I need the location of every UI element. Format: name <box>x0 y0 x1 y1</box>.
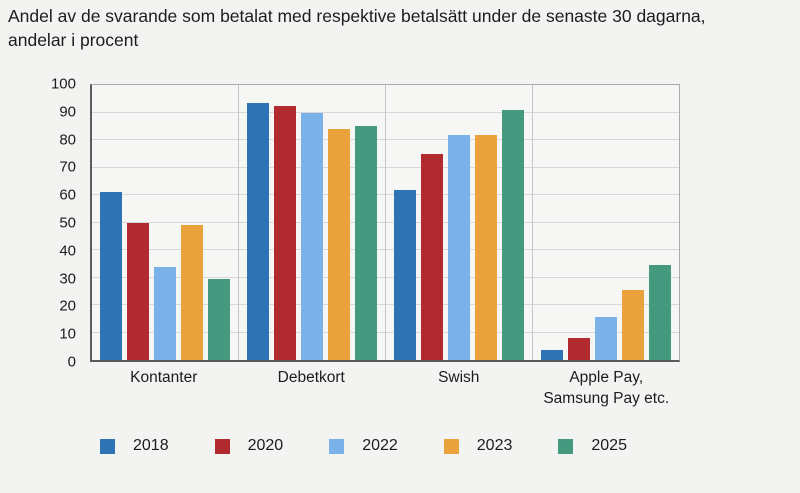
y-tick-label: 10 <box>59 325 76 343</box>
bar-2023 <box>475 134 497 360</box>
y-tick-label: 30 <box>59 270 76 288</box>
bar-2025 <box>208 278 230 360</box>
legend-label: 2018 <box>133 437 169 454</box>
bar-2018 <box>394 189 416 360</box>
bar-2018 <box>100 192 122 360</box>
x-category-label: Debetkort <box>277 369 345 386</box>
legend-label: 2020 <box>247 437 284 454</box>
bar-2020 <box>568 338 590 360</box>
bar-2018 <box>247 102 269 360</box>
bar-2022 <box>301 112 323 360</box>
category-group <box>92 85 239 360</box>
x-axis-labels: Kontanter Debetkort Swish Apple Pay, Samsun… <box>90 368 680 410</box>
category-group <box>239 85 386 360</box>
bar-2022 <box>448 134 470 360</box>
category-group <box>386 85 533 360</box>
legend-swatch <box>443 438 459 454</box>
y-tick-label: 60 <box>59 186 76 204</box>
legend-swatch <box>558 438 574 454</box>
bar-2020 <box>127 222 149 360</box>
bar-2025 <box>649 265 671 360</box>
y-tick-label: 50 <box>59 214 76 232</box>
x-category-label: Apple Pay, Samsung Pay etc. <box>543 369 670 407</box>
legend-swatch <box>100 438 115 454</box>
bar-2022 <box>595 317 617 360</box>
legend-swatch <box>329 438 345 454</box>
y-tick-label: 70 <box>59 158 76 176</box>
y-tick-label: 40 <box>59 242 76 260</box>
category-group <box>533 85 679 360</box>
legend-item-2022: 2022 <box>329 437 398 455</box>
bar-2020 <box>421 153 443 360</box>
bar-2023 <box>622 289 644 360</box>
y-tick-label: 90 <box>59 103 76 121</box>
legend-item-2023: 2023 <box>443 437 513 455</box>
bar-2023 <box>328 129 350 360</box>
legend-item-2018: 2018 <box>100 437 169 455</box>
y-tick-label: 100 <box>50 75 76 93</box>
plot-area <box>90 84 680 362</box>
y-tick-label: 0 <box>67 353 76 371</box>
legend-swatch <box>214 438 230 454</box>
bar-2025 <box>355 126 377 360</box>
legend-item-2025: 2025 <box>558 437 627 455</box>
y-tick-label: 20 <box>59 297 76 315</box>
bar-2020 <box>274 105 296 360</box>
bar-2025 <box>502 109 524 360</box>
y-tick-label: 80 <box>59 131 76 149</box>
legend-label: 2023 <box>476 437 513 454</box>
y-axis: 0 10 20 30 40 50 60 70 80 90 100 <box>0 77 84 370</box>
legend-label: 2025 <box>591 437 627 454</box>
legend: 2018 2020 2022 2023 2025 <box>100 437 627 455</box>
legend-item-2020: 2020 <box>214 437 284 455</box>
bar-2023 <box>181 225 203 360</box>
x-category-label: Kontanter <box>130 369 198 386</box>
bar-2022 <box>154 266 176 360</box>
legend-label: 2022 <box>362 437 398 454</box>
chart-title: Andel av de svarande som betalat med res… <box>8 6 706 50</box>
bar-2018 <box>541 350 563 360</box>
x-category-label: Swish <box>438 369 480 386</box>
bar-groups <box>92 85 679 360</box>
